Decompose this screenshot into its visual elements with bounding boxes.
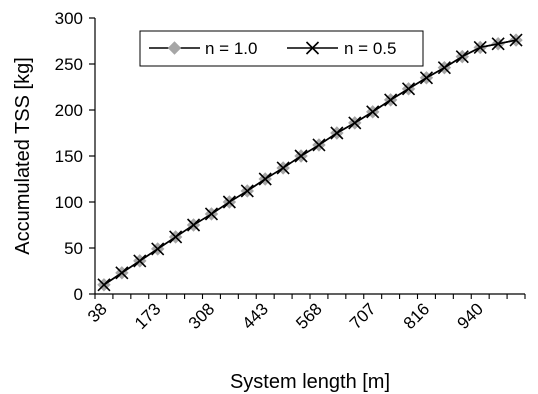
x-axis-title: System length [m] (230, 371, 390, 393)
data-point-x (384, 93, 398, 107)
data-point-x (169, 230, 183, 244)
data-point-x (151, 242, 165, 256)
x-tick-label: 568 (292, 299, 325, 332)
x-tick-label: 38 (84, 299, 111, 326)
data-point-x (509, 33, 523, 47)
y-tick-label: 200 (55, 101, 83, 120)
y-tick-label: 100 (55, 193, 83, 212)
x-tick-label: 707 (346, 299, 379, 332)
series-line (103, 39, 517, 286)
x-axis-ticks: 38 173 308 443 568 707 816 940 (84, 294, 526, 333)
series-2 (97, 33, 523, 292)
data-point-x (186, 218, 201, 232)
data-point-x (97, 278, 111, 292)
data-point-x (258, 172, 272, 186)
legend-item-n-05: n = 0.5 (287, 39, 396, 58)
data-point-x (401, 82, 416, 96)
y-tick-label: 250 (55, 55, 83, 74)
legend-item-n-1: n = 1.0 (149, 39, 257, 58)
x-tick-label: 443 (239, 299, 272, 332)
data-point-x (294, 149, 308, 163)
legend: n = 1.0 n = 0.5 (139, 30, 424, 67)
data-point-x (312, 138, 326, 152)
series-line (103, 39, 517, 286)
y-tick-label: 300 (55, 9, 83, 28)
data-point-x (330, 126, 344, 140)
data-point-x (473, 40, 487, 55)
y-tick-label: 150 (55, 147, 83, 166)
data-point-x (133, 254, 147, 268)
x-tick-label: 940 (454, 299, 487, 332)
data-point-x (366, 105, 380, 119)
y-tick-label: 50 (64, 239, 83, 258)
data-point-x (115, 266, 129, 280)
data-point-x (240, 184, 254, 198)
data-point-x (348, 116, 362, 130)
y-tick-label: 0 (74, 285, 83, 304)
data-point-x (437, 61, 451, 75)
x-tick-label: 173 (131, 299, 164, 332)
x-tick-label: 308 (185, 299, 218, 332)
series-layer (97, 33, 523, 292)
x-tick-label: 816 (400, 299, 433, 332)
data-point-x (222, 195, 236, 209)
legend-label-n-05: n = 0.5 (344, 39, 396, 58)
legend-x-marker (305, 41, 320, 55)
legend-diamond-marker (167, 41, 182, 55)
data-point-x (419, 71, 434, 85)
data-point-x (204, 207, 219, 221)
legend-label-n-1: n = 1.0 (205, 39, 257, 58)
y-axis-ticks: 0 50 100 150 200 250 300 (55, 9, 95, 304)
y-axis-title: Accumulated TSS [kg] (12, 57, 34, 255)
data-point-x (491, 37, 505, 51)
data-point-x (455, 50, 469, 64)
data-point-x (276, 161, 290, 175)
